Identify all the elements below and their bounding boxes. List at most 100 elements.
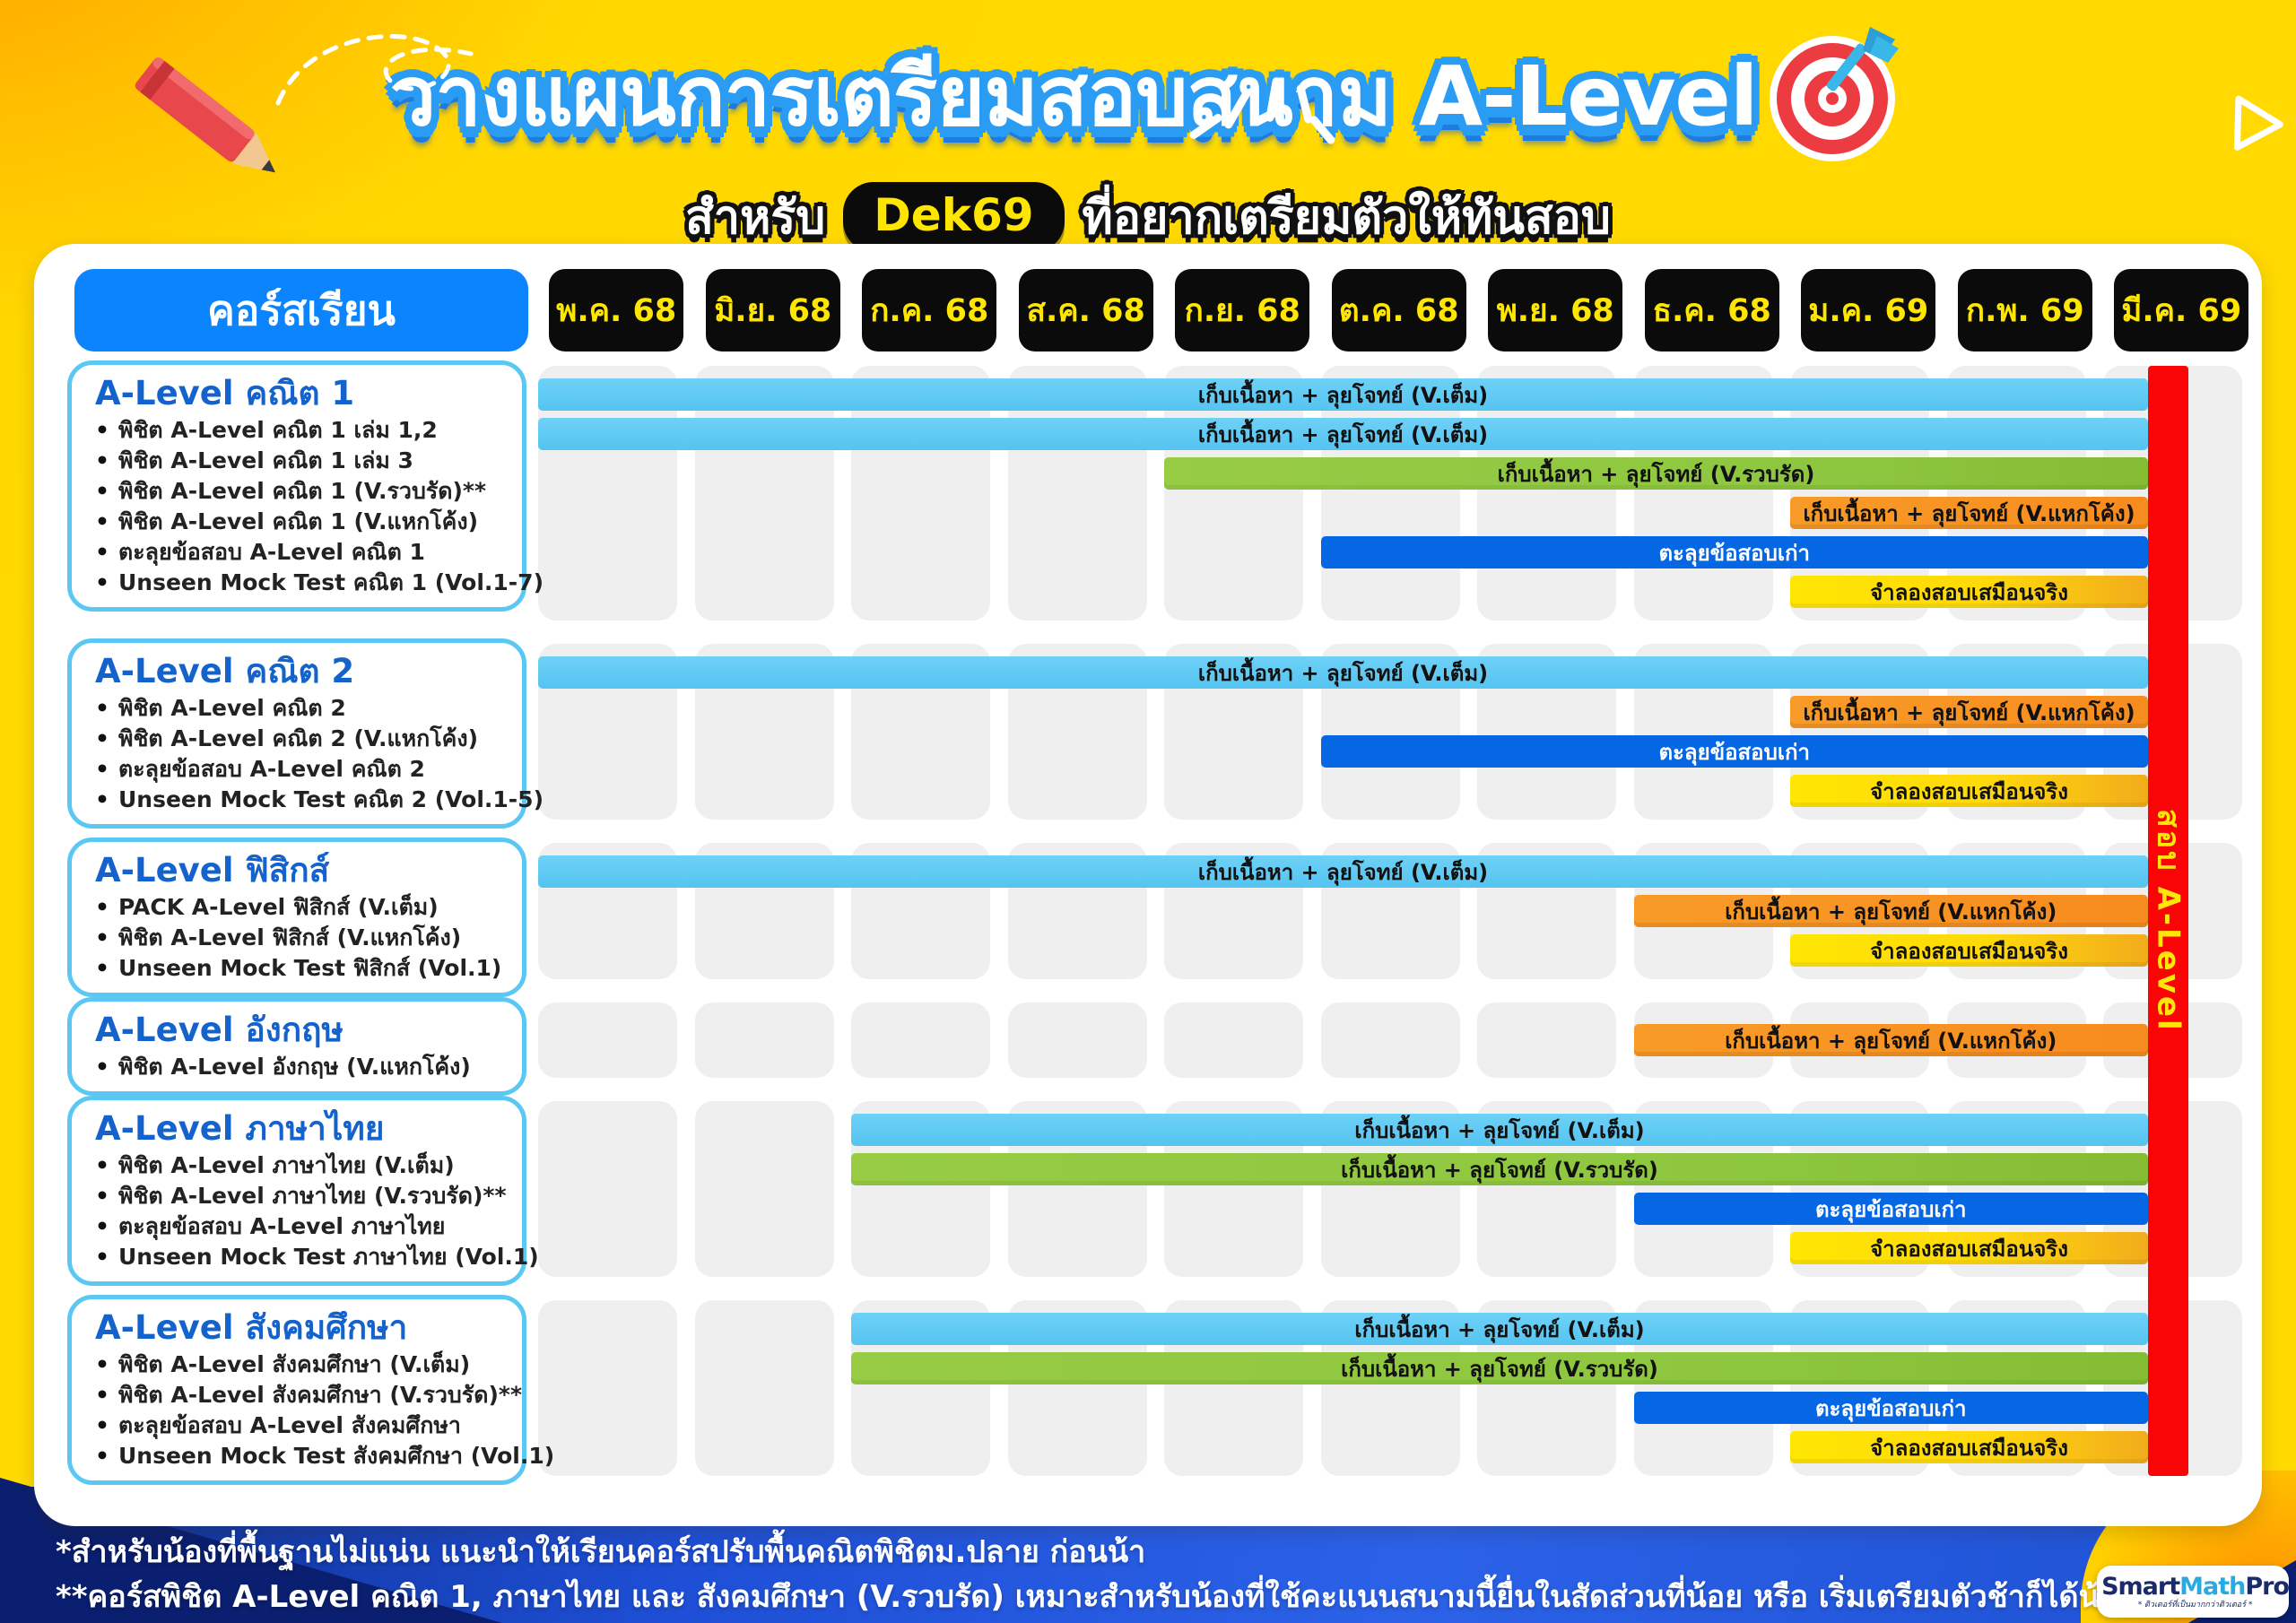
course-item: ตะลุยข้อสอบ A-Level สังคมศึกษา xyxy=(95,1410,506,1441)
course-list: พิชิต A-Level คณิต 2พิชิต A-Level คณิต 2… xyxy=(95,693,544,815)
course-item: ตะลุยข้อสอบ A-Level ภาษาไทย xyxy=(95,1211,506,1242)
gantt-bar-label: จำลองสอบเสมือนจริง xyxy=(1870,1435,2068,1461)
gantt-bar-sky: เก็บเนื้อหา + ลุยโจทย์ (V.เต็ม) xyxy=(538,656,2148,689)
month-header-0: พ.ค. 68 xyxy=(549,269,684,352)
timeline-cell xyxy=(694,1300,834,1476)
course-section-title: A-Level ภาษาไทย xyxy=(95,1109,385,1148)
gantt-bar-label: เก็บเนื้อหา + ลุยโจทย์ (V.เต็ม) xyxy=(1197,859,1489,885)
course-item: Unseen Mock Test ฟิสิกส์ (Vol.1) xyxy=(95,953,506,984)
dek69-badge: Dek69 xyxy=(843,181,1065,252)
gantt-bar-label: จำลองสอบเสมือนจริง xyxy=(1870,938,2068,964)
month-header-6: พ.ย. 68 xyxy=(1488,269,1623,352)
course-section-title: A-Level คณิต 1 xyxy=(95,374,355,412)
course-box-0: A-Level คณิต 1พิชิต A-Level คณิต 1 เล่ม … xyxy=(67,360,544,612)
gantt-bar-blue: ตะลุยข้อสอบเก่า xyxy=(1633,1193,2148,1225)
month-header-2: ก.ค. 68 xyxy=(862,269,997,352)
course-item: พิชิต A-Level คณิต 2 (V.แหกโค้ง) xyxy=(95,724,506,754)
course-item: พิชิต A-Level สังคมศึกษา (V.รวบรัด)** xyxy=(95,1380,522,1410)
gantt-bar-blue: ตะลุยข้อสอบเก่า xyxy=(1320,735,2148,768)
timeline-cell xyxy=(538,1300,677,1476)
timeline-cell xyxy=(538,1002,677,1078)
gantt-bar-label: เก็บเนื้อหา + ลุยโจทย์ (V.เต็ม) xyxy=(1197,382,1489,408)
course-section-title: A-Level สังคมศึกษา xyxy=(95,1308,408,1347)
dart-icon xyxy=(1827,27,1900,91)
course-item: ตะลุยข้อสอบ A-Level คณิต 1 xyxy=(95,537,506,568)
month-header-9: ก.พ. 69 xyxy=(1957,269,2092,352)
month-header-7: ธ.ค. 68 xyxy=(1644,269,1779,352)
brand-name: SmartMathPro xyxy=(2101,1572,2290,1601)
gantt-bar-label: ตะลุยข้อสอบเก่า xyxy=(1658,540,1811,566)
gantt-bar-yellow: จำลองสอบเสมือนจริง xyxy=(1790,1232,2148,1264)
subtitle-prefix: สำหรับ xyxy=(685,191,826,245)
course-item: พิชิต A-Level ภาษาไทย (V.เต็ม) xyxy=(95,1150,506,1181)
footnote-line-2: **คอร์สพิชิต A-Level คณิต 1, ภาษาไทย และ… xyxy=(56,1579,2117,1615)
month-header-1: มิ.ย. 68 xyxy=(705,269,840,352)
pencil-icon xyxy=(135,57,275,173)
gantt-bar-sky: เก็บเนื้อหา + ลุยโจทย์ (V.เต็ม) xyxy=(538,378,2148,411)
gantt-bar-orange: เก็บเนื้อหา + ลุยโจทย์ (V.แหกโค้ง) xyxy=(1633,895,2148,927)
month-header-8: ม.ค. 69 xyxy=(1801,269,1936,352)
course-box-5: A-Level สังคมศึกษาพิชิต A-Level สังคมศึก… xyxy=(67,1295,554,1485)
gantt-bar-green: เก็บเนื้อหา + ลุยโจทย์ (V.รวบรัด) xyxy=(1164,457,2148,490)
gantt-bar-sky: เก็บเนื้อหา + ลุยโจทย์ (V.เต็ม) xyxy=(538,855,2148,888)
gantt-bar-sky: เก็บเนื้อหา + ลุยโจทย์ (V.เต็ม) xyxy=(851,1114,2148,1146)
gantt-bar-label: เก็บเนื้อหา + ลุยโจทย์ (V.รวบรัด) xyxy=(1341,1157,1658,1183)
gantt-bar-yellow: จำลองสอบเสมือนจริง xyxy=(1790,775,2148,807)
gantt-bar-label: เก็บเนื้อหา + ลุยโจทย์ (V.แหกโค้ง) xyxy=(1725,898,2057,924)
brand-tagline: * ติวเตอร์ที่เป็นมากกว่าติวเตอร์ * xyxy=(2137,1600,2253,1610)
timeline-cell xyxy=(694,1002,834,1078)
month-header-4: ก.ย. 68 xyxy=(1175,269,1310,352)
timeline-cell xyxy=(538,1101,677,1277)
course-item: พิชิต A-Level คณิต 1 เล่ม 3 xyxy=(95,446,506,476)
timeline-cell xyxy=(1320,1002,1460,1078)
graduate-face-icon xyxy=(2097,1591,2099,1593)
course-box-1: A-Level คณิต 2พิชิต A-Level คณิต 2พิชิต … xyxy=(67,638,544,829)
gantt-bar-blue: ตะลุยข้อสอบเก่า xyxy=(1320,536,2148,568)
timeline-cell xyxy=(1007,1002,1147,1078)
course-item: ตะลุยข้อสอบ A-Level คณิต 2 xyxy=(95,754,506,785)
gantt-bar-orange: เก็บเนื้อหา + ลุยโจทย์ (V.แหกโค้ง) xyxy=(1633,1024,2148,1056)
month-header-10: มี.ค. 69 xyxy=(2114,269,2249,352)
arrow-triangle-icon xyxy=(2233,95,2283,151)
gantt-bar-yellow: จำลองสอบเสมือนจริง xyxy=(1790,576,2148,608)
course-item: พิชิต A-Level ฟิสิกส์ (V.แหกโค้ง) xyxy=(95,923,506,953)
gantt-bar-label: เก็บเนื้อหา + ลุยโจทย์ (V.รวบรัด) xyxy=(1497,461,1815,487)
course-item: Unseen Mock Test ภาษาไทย (Vol.1) xyxy=(95,1242,539,1272)
gantt-bar-label: เก็บเนื้อหา + ลุยโจทย์ (V.เต็ม) xyxy=(1354,1316,1645,1342)
gantt-bar-sky: เก็บเนื้อหา + ลุยโจทย์ (V.เต็ม) xyxy=(851,1313,2148,1345)
gantt-bar-label: ตะลุยข้อสอบเก่า xyxy=(1658,739,1811,765)
sunburst-icon xyxy=(1187,72,1337,170)
course-item: พิชิต A-Level คณิต 1 เล่ม 1,2 xyxy=(95,415,506,446)
header: วางแผนการเตรียมสอบสนาม A-Level สำหรับ De… xyxy=(0,23,2296,254)
footnotes: *สำหรับน้องที่พื้นฐานไม่แน่น แนะนำให้เรี… xyxy=(56,1530,2117,1619)
gantt-bar-label: เก็บเนื้อหา + ลุยโจทย์ (V.แหกโค้ง) xyxy=(1803,500,2135,526)
course-list: PACK A-Level ฟิสิกส์ (V.เต็ม)พิชิต A-Lev… xyxy=(95,892,506,984)
course-item: Unseen Mock Test สังคมศึกษา (Vol.1) xyxy=(95,1441,554,1471)
schedule-card: คอร์สเรียน สอบ A-Level พ.ค. 68 มิ.ย. 68 ก.… xyxy=(34,244,2262,1526)
month-header-3: ส.ค. 68 xyxy=(1018,269,1153,352)
page-title: วางแผนการเตรียมสอบสนาม A-Level xyxy=(389,48,1759,144)
gantt-bar-label: เก็บเนื้อหา + ลุยโจทย์ (V.เต็ม) xyxy=(1354,1117,1645,1143)
gantt-bar-yellow: จำลองสอบเสมือนจริง xyxy=(1790,1431,2148,1463)
gantt-bar-yellow: จำลองสอบเสมือนจริง xyxy=(1790,934,2148,967)
course-list: พิชิต A-Level ภาษาไทย (V.เต็ม)พิชิต A-Le… xyxy=(95,1150,539,1272)
course-section-title: A-Level คณิต 2 xyxy=(95,652,355,690)
course-item: Unseen Mock Test คณิต 1 (Vol.1-7) xyxy=(95,568,544,598)
dartboard-icon xyxy=(1770,27,1900,161)
course-item: Unseen Mock Test คณิต 2 (Vol.1-5) xyxy=(95,785,544,815)
gantt-bar-label: ตะลุยข้อสอบเก่า xyxy=(1814,1395,1967,1421)
timeline-cell xyxy=(851,1002,990,1078)
gantt-bar-blue: ตะลุยข้อสอบเก่า xyxy=(1633,1392,2148,1424)
month-header-5: ต.ค. 68 xyxy=(1331,269,1466,352)
gantt-bar-label: จำลองสอบเสมือนจริง xyxy=(1870,1236,2068,1262)
course-item: พิชิต A-Level อังกฤษ (V.แหกโค้ง) xyxy=(95,1052,506,1082)
gantt-bar-label: จำลองสอบเสมือนจริง xyxy=(1870,778,2068,804)
course-item: PACK A-Level ฟิสิกส์ (V.เต็ม) xyxy=(95,892,506,923)
dashed-swirl-icon xyxy=(275,34,474,106)
course-item: พิชิต A-Level คณิต 1 (V.รวบรัด)** xyxy=(95,476,506,507)
gantt-bar-label: เก็บเนื้อหา + ลุยโจทย์ (V.แหกโค้ง) xyxy=(1803,699,2135,725)
gantt-bar-orange: เก็บเนื้อหา + ลุยโจทย์ (V.แหกโค้ง) xyxy=(1790,497,2148,529)
gantt-bar-green: เก็บเนื้อหา + ลุยโจทย์ (V.รวบรัด) xyxy=(851,1153,2148,1185)
course-section-title: A-Level ฟิสิกส์ xyxy=(95,851,330,890)
